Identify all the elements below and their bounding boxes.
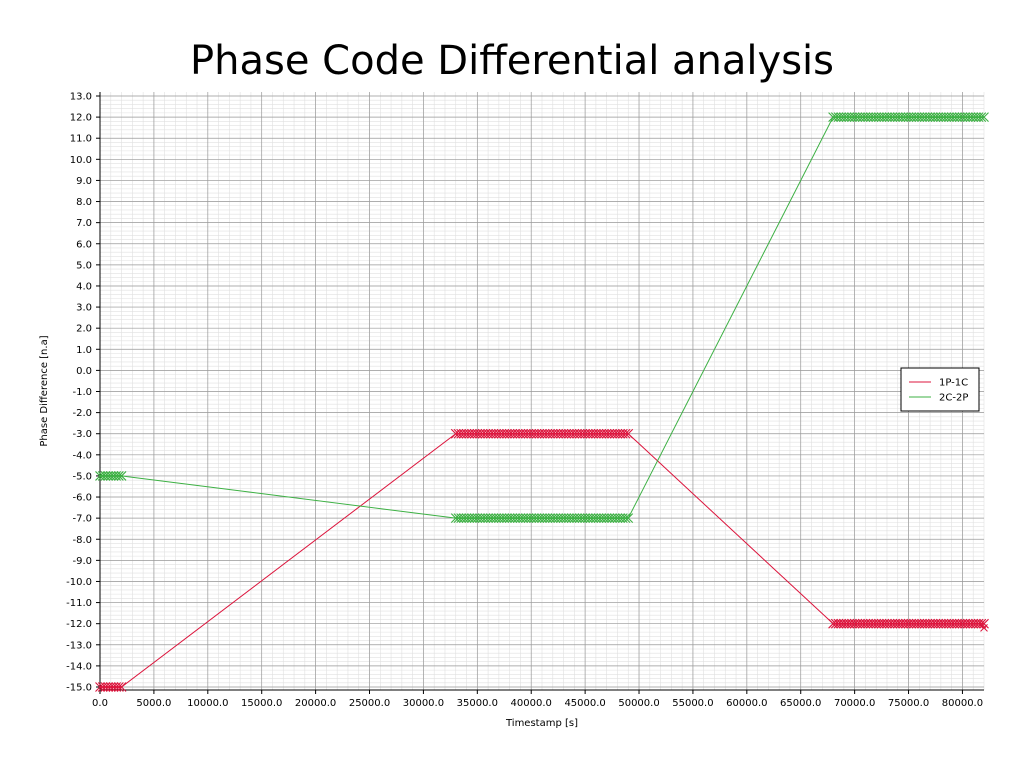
data-point (116, 682, 127, 692)
y-tick-label: 4.0 (76, 281, 92, 292)
x-tick-label: 60000.0 (726, 698, 767, 709)
y-tick-label: -12.0 (66, 619, 92, 630)
legend-label: 1P-1C (939, 378, 968, 389)
x-tick-label: 25000.0 (349, 698, 390, 709)
x-tick-label: 15000.0 (241, 698, 282, 709)
y-tick-label: -6.0 (72, 493, 92, 504)
y-tick-label: -14.0 (66, 661, 92, 672)
data-point (623, 428, 634, 439)
y-tick-label: 8.0 (76, 197, 92, 208)
y-axis-label: Phase Difference [n.a] (39, 335, 50, 446)
data-point (979, 618, 989, 629)
series-2C-2P (95, 112, 989, 524)
y-tick-label: 11.0 (70, 134, 92, 145)
y-tick-label: 7.0 (76, 218, 92, 229)
chart-title: Phase Code Differential analysis (190, 38, 834, 84)
y-tick-label: -3.0 (72, 429, 92, 440)
y-tick-label: -13.0 (66, 640, 92, 651)
y-tick-label: -15.0 (66, 683, 92, 694)
data-point (620, 428, 631, 439)
legend-label: 2C-2P (939, 393, 968, 404)
y-tick-label: -4.0 (72, 450, 92, 461)
x-tick-label: 40000.0 (511, 698, 552, 709)
series-1P-1C (95, 428, 989, 692)
legend-box (900, 367, 980, 412)
y-tick-label: 6.0 (76, 239, 92, 250)
data-point (113, 471, 124, 481)
x-tick-label: 20000.0 (295, 698, 336, 709)
data-point (979, 112, 989, 122)
x-tick-label: 45000.0 (564, 698, 605, 709)
y-tick-label: 0.0 (76, 366, 92, 377)
legend: 1P-1C 2C-2P (900, 367, 980, 412)
y-tick-label: 12.0 (70, 113, 92, 124)
data-point (976, 618, 987, 629)
y-tick-label: -7.0 (72, 514, 92, 525)
y-tick-label: 3.0 (76, 303, 92, 314)
data-point (113, 682, 124, 692)
y-tick-label: 10.0 (70, 155, 92, 166)
x-tick-label: 35000.0 (457, 698, 498, 709)
y-tick-label: -1.0 (72, 387, 92, 398)
grid (99, 92, 985, 690)
x-tick-label: 80000.0 (942, 698, 983, 709)
y-tick-label: 9.0 (76, 176, 92, 187)
x-tick-label: 30000.0 (403, 698, 444, 709)
x-tick-label: 65000.0 (780, 698, 821, 709)
x-tick-label: 75000.0 (888, 698, 929, 709)
y-tick-label: -2.0 (72, 408, 92, 419)
y-tick-label: 5.0 (76, 260, 92, 271)
data-point (116, 471, 127, 481)
data-point (980, 624, 988, 632)
x-tick-label: 0.0 (92, 698, 108, 709)
y-tick-label: 2.0 (76, 324, 92, 335)
y-tick-label: -9.0 (72, 556, 92, 567)
x-tick-label: 10000.0 (187, 698, 228, 709)
x-tick-label: 5000.0 (136, 698, 171, 709)
y-tick-label: 1.0 (76, 345, 92, 356)
y-tick-label: 13.0 (70, 92, 92, 103)
y-tick-label: -11.0 (66, 598, 92, 609)
y-tick-label: -10.0 (66, 577, 92, 588)
y-tick-label: -8.0 (72, 535, 92, 546)
x-tick-label: 50000.0 (618, 698, 659, 709)
y-tick-label: -5.0 (72, 471, 92, 482)
x-tick-label: 70000.0 (834, 698, 875, 709)
x-axis-label: Timestamp [s] (505, 718, 578, 729)
series-layer (95, 112, 989, 692)
axes: 0.0 5000.0 10000.0 15000.0 20000.0 25000.0 300… (66, 92, 984, 709)
data-point (623, 513, 634, 524)
x-tick-label: 55000.0 (672, 698, 713, 709)
data-point (976, 112, 987, 122)
data-point (620, 513, 631, 524)
